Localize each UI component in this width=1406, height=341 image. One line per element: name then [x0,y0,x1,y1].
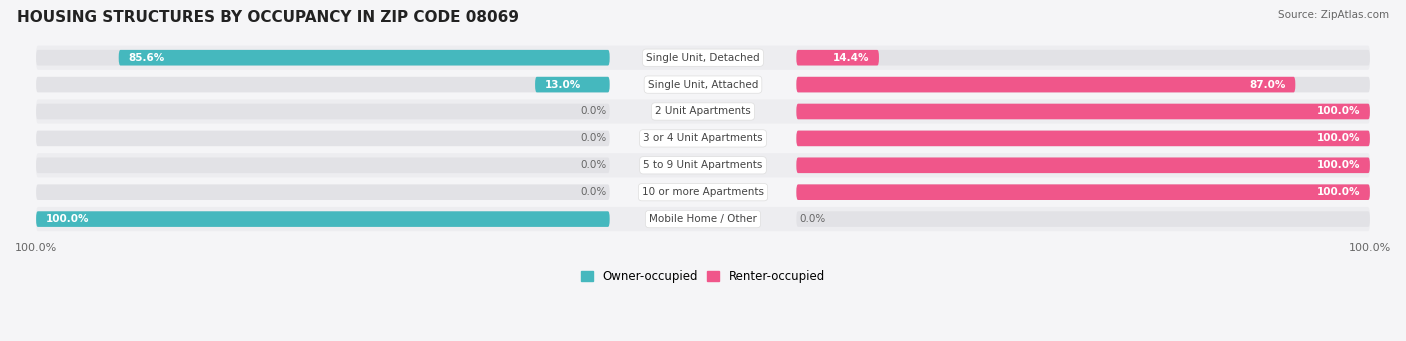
FancyBboxPatch shape [536,77,610,92]
FancyBboxPatch shape [37,50,610,65]
Legend: Owner-occupied, Renter-occupied: Owner-occupied, Renter-occupied [576,265,830,288]
Text: 100.0%: 100.0% [1316,187,1360,197]
Text: 0.0%: 0.0% [581,160,606,170]
Text: 0.0%: 0.0% [800,214,825,224]
Text: 100.0%: 100.0% [46,214,90,224]
Text: 0.0%: 0.0% [581,133,606,144]
FancyBboxPatch shape [796,131,1369,146]
FancyBboxPatch shape [37,46,1369,70]
Text: Single Unit, Detached: Single Unit, Detached [647,53,759,63]
FancyBboxPatch shape [796,158,1369,173]
FancyBboxPatch shape [37,184,610,200]
FancyBboxPatch shape [37,211,610,227]
Text: 100.0%: 100.0% [1316,133,1360,144]
Text: HOUSING STRUCTURES BY OCCUPANCY IN ZIP CODE 08069: HOUSING STRUCTURES BY OCCUPANCY IN ZIP C… [17,10,519,25]
FancyBboxPatch shape [37,158,610,173]
FancyBboxPatch shape [37,153,1369,177]
FancyBboxPatch shape [796,50,1369,65]
FancyBboxPatch shape [37,180,1369,204]
Text: 85.6%: 85.6% [129,53,165,63]
FancyBboxPatch shape [37,73,1369,97]
FancyBboxPatch shape [796,211,1369,227]
FancyBboxPatch shape [796,104,1369,119]
FancyBboxPatch shape [796,50,879,65]
FancyBboxPatch shape [796,104,1369,119]
Text: 87.0%: 87.0% [1249,79,1285,90]
FancyBboxPatch shape [796,158,1369,173]
Text: Mobile Home / Other: Mobile Home / Other [650,214,756,224]
Text: 13.0%: 13.0% [546,79,581,90]
FancyBboxPatch shape [37,131,610,146]
FancyBboxPatch shape [118,50,610,65]
Text: 3 or 4 Unit Apartments: 3 or 4 Unit Apartments [643,133,763,144]
FancyBboxPatch shape [37,104,610,119]
FancyBboxPatch shape [796,77,1295,92]
FancyBboxPatch shape [796,184,1369,200]
Text: 14.4%: 14.4% [832,53,869,63]
Text: 10 or more Apartments: 10 or more Apartments [643,187,763,197]
Text: 0.0%: 0.0% [581,106,606,117]
FancyBboxPatch shape [37,207,1369,231]
FancyBboxPatch shape [37,126,1369,150]
FancyBboxPatch shape [796,131,1369,146]
Text: 5 to 9 Unit Apartments: 5 to 9 Unit Apartments [644,160,762,170]
FancyBboxPatch shape [37,77,610,92]
Text: 100.0%: 100.0% [1316,106,1360,117]
FancyBboxPatch shape [796,77,1369,92]
Text: 0.0%: 0.0% [581,187,606,197]
FancyBboxPatch shape [37,99,1369,123]
FancyBboxPatch shape [796,184,1369,200]
FancyBboxPatch shape [37,211,610,227]
Text: 2 Unit Apartments: 2 Unit Apartments [655,106,751,117]
Text: 100.0%: 100.0% [1316,160,1360,170]
Text: Source: ZipAtlas.com: Source: ZipAtlas.com [1278,10,1389,20]
Text: Single Unit, Attached: Single Unit, Attached [648,79,758,90]
